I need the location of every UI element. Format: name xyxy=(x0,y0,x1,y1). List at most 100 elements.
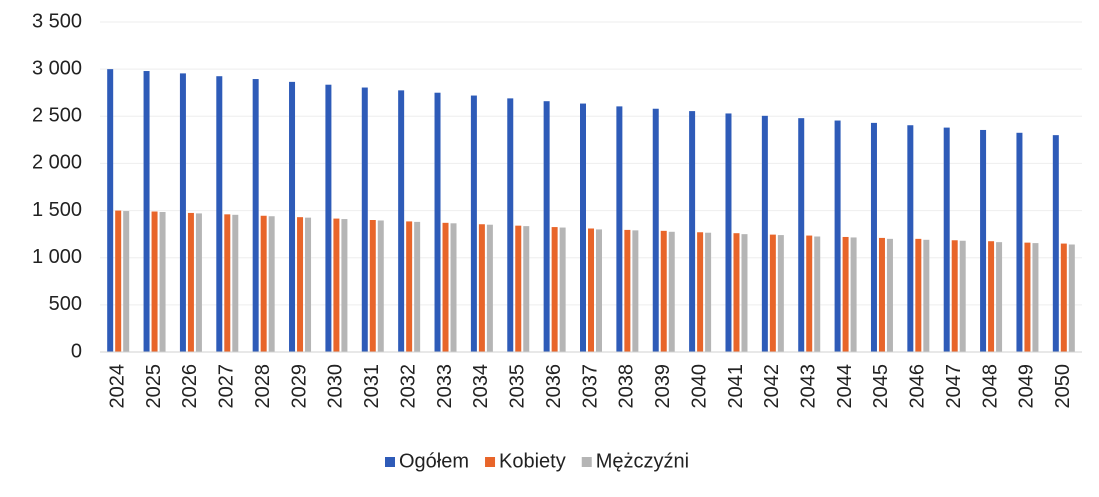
x-tick-label: 2035 xyxy=(507,364,529,409)
bar xyxy=(733,233,740,352)
legend-swatch xyxy=(385,457,395,467)
legend-swatch xyxy=(485,457,496,467)
x-tick-label: 2034 xyxy=(470,364,492,409)
bar xyxy=(923,239,930,352)
y-tick-label: 1 000 xyxy=(32,246,82,268)
bar xyxy=(559,227,566,352)
bar xyxy=(988,241,995,352)
bar xyxy=(697,232,704,352)
y-tick-label: 3 500 xyxy=(32,10,82,32)
x-tick-label: 2041 xyxy=(725,364,747,409)
bar xyxy=(442,222,449,352)
x-tick-label: 2044 xyxy=(834,364,856,409)
x-tick-label: 2025 xyxy=(143,364,165,409)
legend-label: Ogółem xyxy=(399,450,469,472)
bar xyxy=(870,122,877,352)
bar xyxy=(951,240,958,352)
bar xyxy=(232,214,239,352)
bar xyxy=(297,217,304,352)
x-tick-label: 2040 xyxy=(688,364,710,409)
legend-label: Kobiety xyxy=(499,450,566,472)
y-tick-label: 0 xyxy=(71,340,82,362)
y-tick-label: 500 xyxy=(49,293,82,315)
bar xyxy=(689,111,696,352)
x-tick-label: 2027 xyxy=(216,364,238,409)
x-tick-label: 2039 xyxy=(652,364,674,409)
bar xyxy=(624,229,631,352)
x-tick-label: 2038 xyxy=(616,364,638,409)
bar xyxy=(705,232,712,352)
bar xyxy=(842,236,849,352)
x-tick-label: 2046 xyxy=(907,364,929,409)
bar xyxy=(486,224,493,352)
bar xyxy=(1052,135,1059,352)
bar xyxy=(333,218,340,352)
bar xyxy=(980,129,987,352)
x-tick-label: 2049 xyxy=(1016,364,1038,409)
x-tick-label: 2031 xyxy=(361,364,383,409)
x-tick-label: 2030 xyxy=(325,364,347,409)
x-tick-label: 2026 xyxy=(179,364,201,409)
legend-swatch xyxy=(581,457,592,467)
bar xyxy=(450,223,457,352)
bar xyxy=(268,216,275,352)
bar xyxy=(959,240,966,352)
x-tick-label: 2024 xyxy=(106,364,128,409)
bar xyxy=(406,221,413,352)
bar xyxy=(305,217,312,352)
bar xyxy=(616,106,623,352)
bar xyxy=(834,120,841,353)
x-tick-label: 2050 xyxy=(1052,364,1074,409)
legend-label: Mężczyźni xyxy=(596,450,689,472)
y-tick-label: 2 000 xyxy=(32,152,82,174)
y-tick-label: 1 500 xyxy=(32,199,82,221)
bar xyxy=(414,221,421,352)
bar xyxy=(943,127,950,352)
bar xyxy=(806,235,813,352)
bar xyxy=(398,90,405,352)
bar xyxy=(907,125,914,352)
x-tick-label: 2043 xyxy=(798,364,820,409)
bar xyxy=(814,236,821,352)
x-tick-label: 2028 xyxy=(252,364,274,409)
bar xyxy=(777,235,784,352)
bar xyxy=(850,237,857,352)
y-tick-label: 2 500 xyxy=(32,105,82,127)
x-tick-label: 2037 xyxy=(579,364,601,409)
bar xyxy=(470,95,477,353)
bar xyxy=(159,211,166,352)
x-tick-label: 2048 xyxy=(979,364,1001,409)
y-tick-label: 3 000 xyxy=(32,57,82,79)
bar xyxy=(1024,242,1031,352)
bar xyxy=(878,237,885,352)
bar xyxy=(588,228,594,352)
x-tick-label: 2045 xyxy=(870,364,892,409)
bar xyxy=(769,234,776,352)
bar xyxy=(668,231,675,352)
bar xyxy=(596,229,602,352)
bar xyxy=(1032,243,1039,352)
x-tick-label: 2033 xyxy=(434,364,456,409)
bar xyxy=(123,211,130,352)
bar xyxy=(361,87,368,353)
bar xyxy=(151,211,158,352)
bar xyxy=(580,103,586,352)
bar xyxy=(434,92,441,352)
x-tick-label: 2047 xyxy=(943,364,965,409)
x-tick-label: 2042 xyxy=(761,364,783,409)
bar xyxy=(325,84,332,352)
bar xyxy=(741,234,748,352)
bar xyxy=(660,230,667,352)
bar xyxy=(369,220,376,352)
bar xyxy=(725,113,732,352)
bar xyxy=(478,224,485,352)
bar xyxy=(996,242,1003,352)
bar xyxy=(224,214,231,352)
bar xyxy=(551,227,558,352)
bar xyxy=(179,73,186,352)
bar xyxy=(252,79,259,353)
bar xyxy=(1068,244,1075,352)
x-tick-label: 2036 xyxy=(543,364,565,409)
bar xyxy=(195,213,202,352)
